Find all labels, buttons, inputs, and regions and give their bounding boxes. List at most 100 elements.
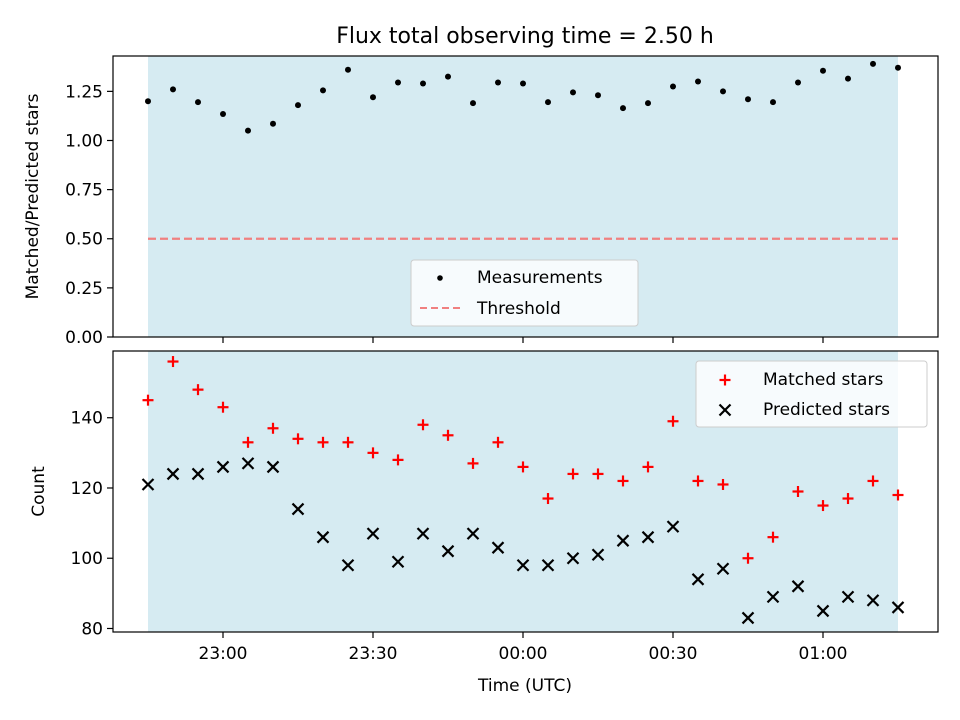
measurement-point: [570, 89, 576, 96]
count-x-tick-label: 00:00: [499, 644, 548, 664]
matched-star-point: [517, 461, 529, 473]
measurement-point: [870, 60, 876, 67]
predicted-star-point: [141, 478, 155, 491]
ratio-y-axis-label: Matched/Predicted stars: [23, 93, 43, 299]
count-y-tick-label: 120: [71, 479, 103, 499]
predicted-star-point: [841, 590, 855, 604]
count-x-axis: 23:00 23:30 00:00 00:30 01:00: [199, 632, 848, 664]
matched-star-point: [367, 447, 379, 459]
measurement-point: [670, 83, 676, 90]
matched-star-point: [542, 493, 554, 505]
ratio-y-tick-label: 0.75: [65, 181, 103, 201]
figure-title: Flux total observing time = 2.50 h: [336, 24, 714, 49]
matched-stars-legend-label: Matched stars: [763, 370, 883, 390]
predicted-star-point: [716, 562, 730, 576]
matched-star-point: [292, 433, 304, 445]
measurement-point: [220, 110, 226, 117]
matched-star-point: [317, 436, 329, 448]
predicted-star-point: [666, 520, 680, 533]
matched-star-point: [867, 475, 879, 487]
measurement-point: [795, 79, 801, 86]
predicted-star-point: [491, 541, 505, 554]
predicted-star-point: [416, 527, 430, 540]
count-x-tick-label: 23:30: [349, 644, 398, 664]
predicted-star-point: [366, 527, 380, 540]
matched-star-point: [617, 475, 629, 487]
predicted-star-point: [741, 611, 755, 625]
threshold-legend-label: Threshold: [476, 299, 561, 319]
count-y-tick-label: 100: [71, 549, 103, 569]
predicted-star-point: [791, 580, 805, 593]
count-panel: 80 100 120 140 23:00 23:30 00:00 00:30 01:00 Co…: [29, 350, 939, 664]
ratio-y-tick-label: 0.25: [65, 279, 103, 299]
measurement-point: [270, 120, 276, 127]
measurement-point: [195, 99, 201, 106]
predicted-star-point: [316, 530, 330, 544]
count-axes-frame: [112, 350, 939, 633]
measurement-point: [520, 80, 526, 87]
matched-star-point: [142, 394, 154, 406]
measurement-point: [145, 98, 151, 105]
predicted-star-point: [341, 558, 355, 572]
ratio-panel: 0.00 0.25 0.50 0.75 1.00 1.25 Matched/Predict…: [23, 55, 939, 348]
count-x-tick-label: 01:00: [799, 644, 848, 664]
x-axis-label: Time (UTC): [477, 676, 572, 696]
measurements-series: [145, 60, 901, 134]
matched-star-point: [492, 436, 504, 448]
count-legend: Matched stars Predicted stars: [695, 360, 928, 428]
measurement-point: [470, 100, 476, 107]
measurement-point: [545, 99, 551, 106]
measurement-point: [845, 75, 851, 82]
measurement-point: [370, 94, 376, 101]
predicted-legend-cross: [718, 403, 732, 417]
measurement-point: [620, 105, 626, 112]
ratio-y-axis: 0.00 0.25 0.50 0.75 1.00 1.25: [65, 82, 113, 348]
matched-star-point: [792, 486, 804, 497]
measurement-point: [170, 86, 176, 93]
matched-star-point: [692, 475, 704, 487]
matched-star-point: [567, 468, 579, 480]
predicted-star-point: [191, 467, 205, 481]
predicted-stars-legend-marker: [718, 403, 732, 417]
matched-star-point: [392, 454, 404, 466]
measurement-point: [420, 80, 426, 87]
measurement-point: [345, 66, 351, 73]
predicted-star-point: [766, 590, 780, 604]
matched-star-point: [217, 401, 229, 413]
ratio-legend: Measurements Threshold: [410, 259, 639, 327]
matched-stars-legend-marker: [719, 374, 731, 386]
matched-star-point: [717, 478, 729, 490]
measurement-point: [595, 92, 601, 99]
measurement-point: [720, 88, 726, 95]
measurement-point: [295, 102, 301, 109]
count-legend-box: [695, 360, 928, 428]
predicted-star-point: [516, 558, 530, 572]
measurement-point: [745, 96, 751, 103]
predicted-star-point: [441, 544, 455, 558]
ratio-x-ticks: [222, 337, 824, 343]
matched-star-point: [742, 552, 754, 564]
matched-star-point: [267, 422, 279, 434]
measurements-legend-marker: [437, 275, 443, 281]
matched-star-point: [167, 356, 179, 368]
predicted-star-point: [641, 530, 655, 544]
ratio-y-tick-label: 0.00: [65, 328, 103, 348]
measurement-point: [695, 78, 701, 85]
matched-star-point: [192, 384, 204, 396]
measurement-point: [895, 64, 901, 71]
matched-star-point: [417, 419, 429, 431]
matched-star-point: [817, 500, 829, 512]
predicted-star-point: [616, 534, 630, 547]
predicted-star-point: [216, 460, 230, 474]
predicted-star-point: [541, 558, 555, 572]
predicted-star-point: [266, 460, 280, 474]
measurement-point: [445, 73, 451, 80]
measurement-point: [320, 87, 326, 94]
ratio-y-tick-label: 1.25: [65, 82, 103, 102]
count-x-tick-label: 00:30: [649, 644, 698, 664]
predicted-star-point: [566, 551, 580, 565]
ratio-axes-frame: [112, 55, 939, 338]
matched-stars-series: [142, 356, 904, 564]
matched-star-point: [442, 429, 454, 441]
